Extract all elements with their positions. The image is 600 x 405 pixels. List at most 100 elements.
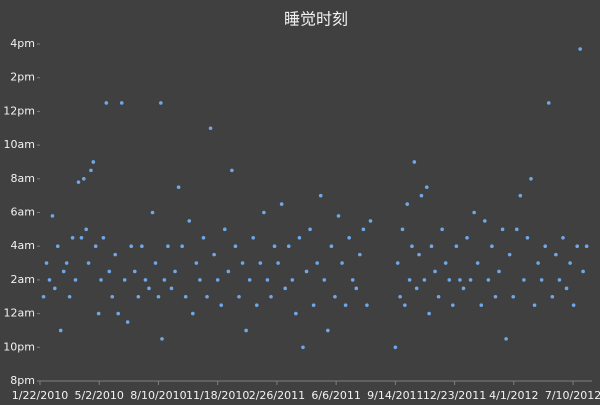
point — [187, 219, 192, 223]
point — [64, 261, 69, 265]
point — [472, 210, 476, 215]
x-tick-label: 5/2/2010 — [75, 389, 124, 402]
x-tick-label: 9/14/2011 — [367, 389, 423, 402]
point — [451, 303, 455, 307]
point — [89, 168, 93, 173]
point — [125, 320, 130, 324]
y-tick-label: 2am — [11, 273, 35, 286]
point — [219, 303, 224, 307]
point — [340, 261, 344, 265]
point — [258, 261, 263, 265]
x-tick-label: 6/6/2011 — [311, 389, 360, 402]
point — [571, 303, 576, 307]
point — [584, 244, 589, 248]
x-tick-label: 1/22/2010 — [12, 389, 68, 402]
point — [86, 261, 91, 265]
point — [354, 286, 359, 291]
point — [468, 278, 473, 282]
point — [162, 278, 167, 282]
point — [536, 261, 540, 265]
point — [543, 244, 548, 248]
point — [497, 269, 501, 274]
point — [107, 269, 112, 274]
point — [150, 210, 155, 215]
point — [414, 286, 419, 291]
point — [500, 227, 505, 232]
x-tick-label: 8/10/2010 — [130, 389, 186, 402]
point — [183, 294, 188, 299]
point — [424, 185, 429, 190]
x-tick-label: 7/10/2012 — [545, 389, 600, 402]
point — [110, 294, 115, 299]
point — [539, 278, 544, 282]
point — [568, 261, 572, 265]
point — [458, 278, 462, 282]
point — [119, 101, 124, 105]
point — [67, 294, 72, 299]
point — [412, 160, 417, 164]
point — [410, 244, 414, 248]
point — [294, 311, 298, 316]
point — [61, 269, 66, 274]
point — [315, 261, 319, 265]
point — [129, 244, 134, 248]
point — [419, 193, 424, 198]
point — [564, 286, 569, 291]
point — [147, 286, 151, 291]
point — [160, 337, 164, 341]
point — [265, 278, 270, 282]
point — [101, 235, 106, 240]
point — [159, 101, 163, 105]
chart-title: 睡觉时刻 — [284, 10, 348, 29]
point — [180, 244, 184, 248]
point — [311, 303, 316, 307]
point — [166, 244, 170, 248]
point — [308, 227, 312, 232]
y-tick-label: 4pm — [10, 37, 35, 50]
point — [525, 235, 530, 240]
point — [140, 244, 144, 248]
point — [222, 227, 227, 232]
point — [490, 244, 494, 248]
point — [79, 235, 84, 240]
point — [55, 244, 60, 248]
point — [429, 244, 434, 248]
point — [461, 286, 466, 291]
point — [116, 311, 120, 316]
point — [201, 235, 206, 240]
point — [443, 261, 448, 265]
point — [169, 286, 174, 291]
point — [368, 219, 373, 223]
y-tick-label: 6am — [11, 206, 35, 219]
point — [578, 47, 582, 51]
point — [44, 261, 49, 265]
point — [333, 294, 337, 299]
point — [403, 303, 407, 307]
point — [304, 269, 309, 274]
point — [393, 345, 398, 350]
point — [132, 269, 137, 274]
point — [73, 278, 78, 282]
x-tick-label: 2/26/2011 — [249, 389, 305, 402]
point — [156, 294, 161, 299]
y-tick-label: 4am — [11, 239, 35, 252]
point — [96, 311, 101, 316]
point — [511, 294, 516, 299]
point — [581, 269, 585, 274]
point — [176, 185, 181, 190]
point — [427, 311, 431, 316]
point — [417, 252, 421, 257]
point — [407, 278, 412, 282]
point — [84, 227, 88, 232]
point — [557, 278, 562, 282]
point — [475, 261, 480, 265]
point — [233, 244, 238, 248]
point — [361, 227, 366, 232]
point — [212, 252, 216, 257]
point — [297, 235, 302, 240]
point — [240, 261, 245, 265]
point — [272, 244, 277, 248]
point — [532, 303, 537, 307]
